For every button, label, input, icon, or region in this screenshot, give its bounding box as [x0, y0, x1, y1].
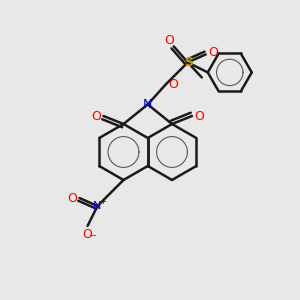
Text: O: O — [168, 78, 178, 91]
Text: −: − — [89, 231, 98, 241]
Text: O: O — [82, 227, 92, 241]
Text: N: N — [143, 98, 152, 111]
Text: S: S — [184, 56, 193, 69]
Text: O: O — [164, 34, 174, 47]
Text: +: + — [99, 196, 106, 206]
Text: O: O — [68, 191, 77, 205]
Text: O: O — [208, 46, 218, 59]
Text: N: N — [93, 201, 102, 211]
Text: O: O — [92, 110, 101, 122]
Text: O: O — [194, 110, 204, 122]
